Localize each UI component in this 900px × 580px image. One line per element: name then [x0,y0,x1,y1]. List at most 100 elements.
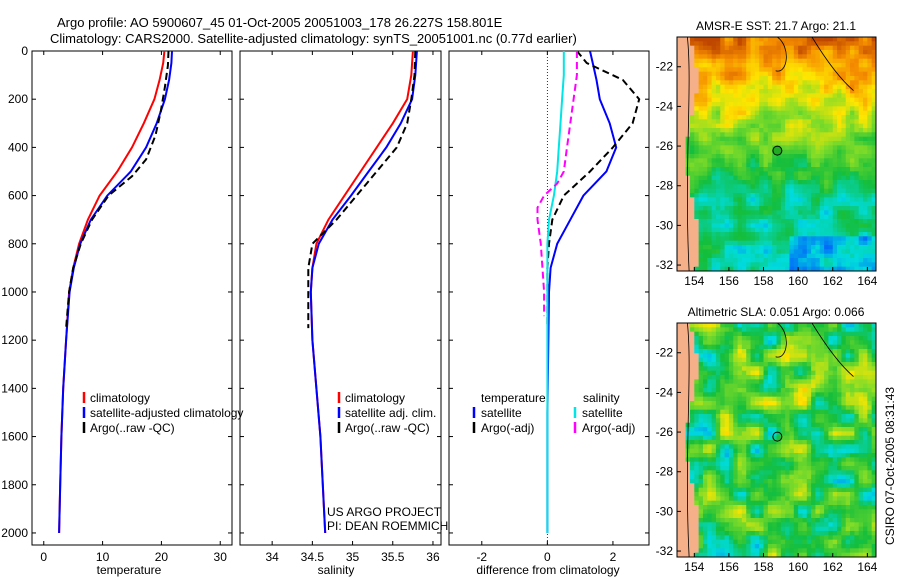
map-cell [850,383,855,389]
map-cell [841,531,847,536]
map-cell [754,405,760,411]
map-cell [789,54,795,60]
map-cell [806,474,812,480]
map-cell [724,492,730,497]
map-cell [763,323,769,328]
map-cell [689,188,695,194]
map-cell [724,93,730,99]
map-cell [677,414,682,419]
map-cell [824,474,829,480]
map-cell [728,518,734,523]
map-cell [741,401,747,406]
map-cell [741,366,747,372]
map-cell [858,154,864,159]
map-cell [702,396,708,402]
map-cell [785,67,790,73]
map-cell [767,448,773,454]
map-cell [767,123,773,129]
map-cell [802,240,808,246]
map-cell [711,67,717,73]
map-cell [724,362,730,367]
map-cell [854,414,860,419]
map-cell [780,37,786,42]
map-cell [733,128,739,133]
map-cell [850,232,855,237]
map-cell [754,370,760,376]
map-cell [780,89,786,94]
map-cell [793,496,799,502]
map-cell [793,522,799,528]
map-cell [698,366,704,372]
map-cell [850,171,855,177]
map-cell [702,483,708,489]
map-cell [715,483,721,489]
map-cell [741,440,747,445]
map-cell [750,76,756,81]
map-cell [780,496,786,502]
map-cell [715,193,721,198]
map-cell [837,206,842,211]
map-cell [733,84,739,90]
map-cell [711,466,717,471]
map-cell [750,427,756,432]
map-cell [798,375,803,380]
map-cell [824,201,829,207]
map-cell [733,431,739,437]
map-cell [845,180,851,185]
map-cell [677,253,682,259]
map-cell [793,401,799,406]
map-cell [746,383,752,389]
map-cell [728,206,734,211]
map-cell [702,492,708,497]
map-cell [750,401,756,406]
map-cell [689,353,695,359]
map-cell [837,444,842,450]
map-cell [724,167,730,172]
map-cell [798,474,803,480]
map-cell [681,340,687,346]
map-cell [776,175,782,181]
map-cell [850,128,855,133]
map-cell [850,188,855,194]
map-cell [802,214,808,220]
map-cell [867,84,873,90]
map-cell [789,141,795,146]
map-cell [871,132,876,138]
map-cell [711,518,717,523]
map-cell [785,492,790,497]
map-cell [677,136,682,142]
map-cell [750,487,756,493]
map-cell [841,45,847,51]
map-cell [815,63,821,68]
map-cell [785,171,790,177]
map-cell [711,80,717,86]
map-cell [837,210,842,216]
map-cell [694,119,700,125]
map-cell [707,505,713,510]
map-cell [793,232,799,237]
map-cell [837,479,842,484]
map-cell [720,253,726,259]
map-cell [720,344,726,350]
map-cell [785,249,790,255]
map-cell [767,440,773,445]
map-cell [711,97,717,103]
map-cell [737,383,743,389]
map-cell [707,37,713,42]
map-cell [798,470,803,476]
map-cell [733,80,739,86]
map-cell [724,422,730,428]
map-cell [793,370,799,376]
map-cell [750,479,756,484]
map-cell [802,457,808,463]
map-cell [707,457,713,463]
map-cell [741,115,747,120]
map-cell [689,201,695,207]
map-cell [711,357,717,363]
map-cell [811,453,816,458]
map-cell [715,349,721,354]
map-cell [750,396,756,402]
map-cell [867,518,873,523]
map-cell [815,145,821,151]
map-cell [763,414,769,419]
